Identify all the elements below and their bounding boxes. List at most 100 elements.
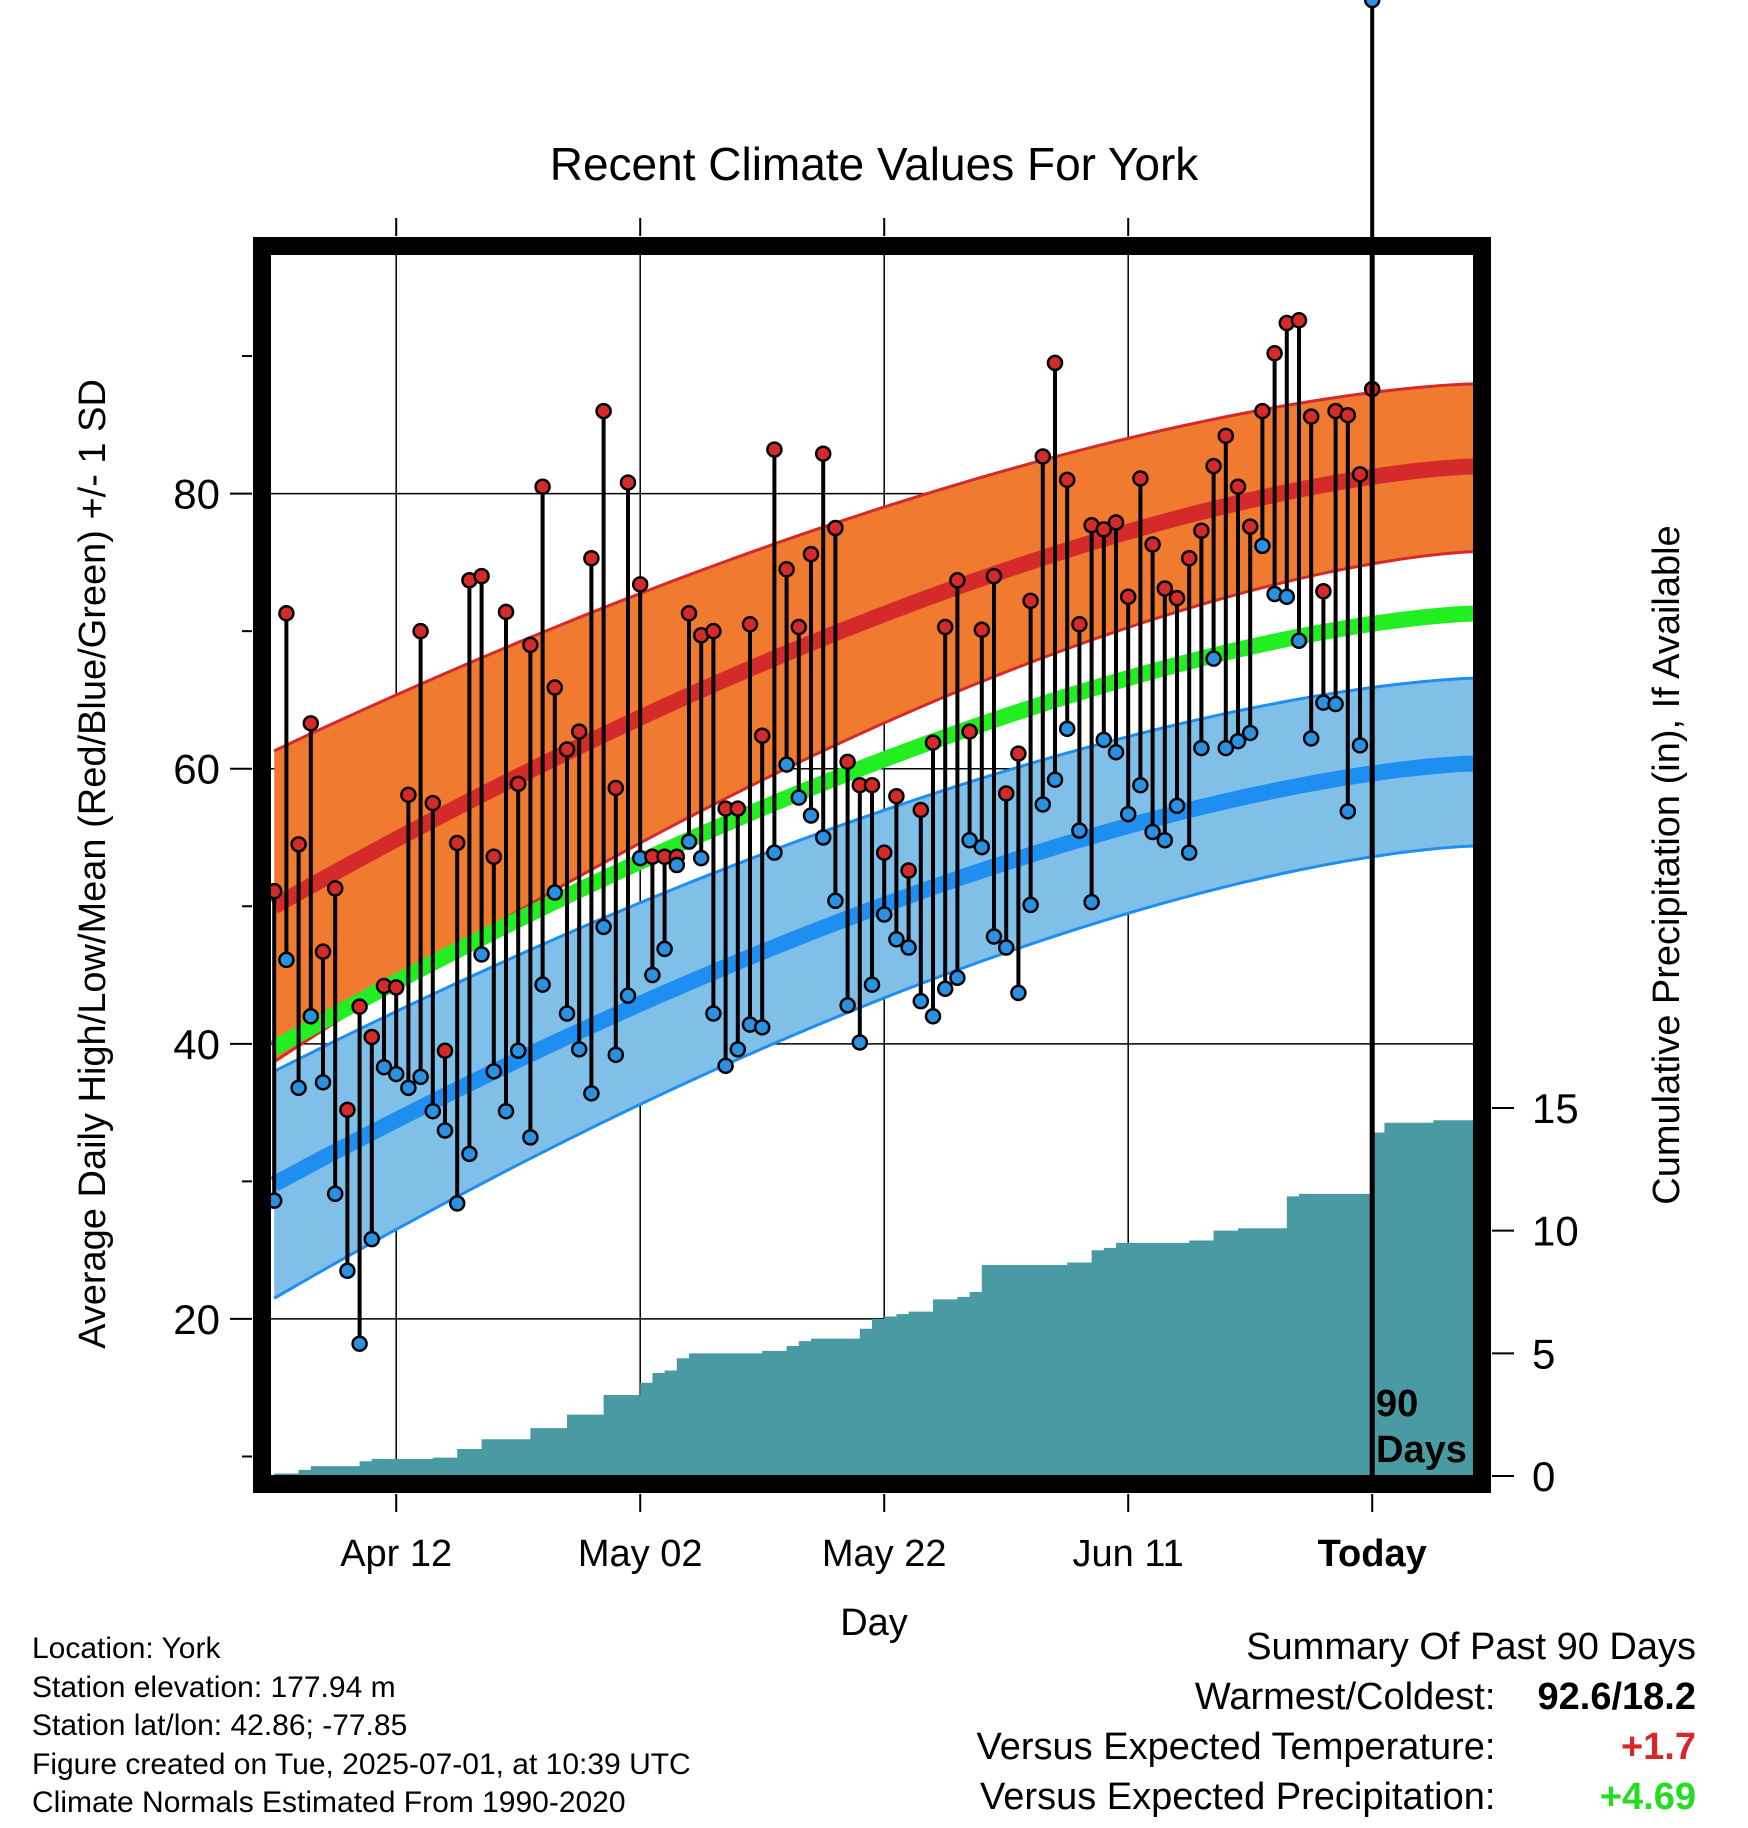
- temp-label: Versus Expected Temperature:: [976, 1726, 1496, 1768]
- daily-high-dot: [1132, 470, 1149, 487]
- daily-high-dot: [387, 979, 405, 996]
- daily-high-dot: [619, 474, 637, 491]
- daily-high-dot: [1302, 408, 1320, 425]
- daily-low-dot: [619, 987, 637, 1004]
- daily-low-dot: [1034, 796, 1052, 813]
- daily-low-dot: [1058, 720, 1076, 738]
- daily-high-dot: [1205, 457, 1222, 475]
- low-sd-lower-line: [273, 844, 1482, 1300]
- daily-high-dot: [314, 943, 332, 960]
- daily-high-dot: [607, 779, 625, 797]
- daily-low-dot: [985, 928, 1003, 945]
- daily-low-dot: [326, 1185, 344, 1203]
- daily-high-dot: [985, 567, 1003, 585]
- daily-high-dot: [790, 618, 808, 636]
- daily-low-dot: [375, 1058, 393, 1076]
- daily-high-dot: [1217, 427, 1235, 445]
- warm-cold-row: Warmest/Coldest: 92.6/18.2: [977, 1672, 1696, 1722]
- daily-low-dot: [1010, 984, 1027, 1002]
- daily-low-dot: [351, 1335, 368, 1352]
- daily-low-dot: [705, 1005, 722, 1022]
- daily-low-dot: [595, 918, 612, 936]
- daily-low-dot: [1168, 797, 1186, 815]
- y-tick-label-right: 10: [1532, 1208, 1579, 1255]
- daily-high-dot: [1266, 345, 1283, 362]
- daily-high-dot: [583, 550, 600, 567]
- daily-low-dot: [753, 1019, 771, 1036]
- daily-high-dot: [339, 1101, 356, 1119]
- daily-low-dot: [1132, 776, 1149, 794]
- warmest-value: 92.6: [1537, 1676, 1612, 1718]
- daily-low-dot: [1339, 803, 1357, 820]
- daily-low-dot: [997, 939, 1015, 956]
- x-tick-label: May 22: [822, 1533, 947, 1575]
- y-tick-label-left: 20: [173, 1296, 220, 1343]
- precip-row: Versus Expected Precipitation: +4.69: [977, 1772, 1696, 1822]
- elevation-text: Station elevation: 177.94 m: [32, 1670, 396, 1704]
- daily-high-dot: [1315, 583, 1332, 600]
- station-info: Location: York Station elevation: 177.94…: [32, 1630, 691, 1823]
- daily-low-dot: [436, 1122, 454, 1139]
- daily-high-dot: [949, 572, 966, 589]
- daily-high-dot: [912, 801, 930, 819]
- daily-low-dot: [1022, 896, 1039, 914]
- daily-high-dot: [326, 880, 344, 897]
- daily-high-dot: [1095, 521, 1113, 538]
- daily-high-dot: [997, 785, 1015, 802]
- daily-low-dot: [827, 892, 844, 910]
- daily-high-dot: [412, 622, 429, 640]
- daily-low-dot: [1241, 724, 1259, 742]
- daily-low-dot: [900, 939, 917, 956]
- daily-low-dot: [717, 1057, 734, 1075]
- daily-high-dot: [766, 441, 783, 458]
- daily-high-dot: [888, 787, 905, 805]
- y-tick-label-right: 0: [1532, 1453, 1555, 1500]
- daily-low-dot: [583, 1085, 600, 1102]
- daily-low-dot: [961, 831, 978, 849]
- daily-high-dot: [522, 636, 539, 654]
- daily-high-dot: [1058, 471, 1076, 489]
- daily-low-dot: [1193, 739, 1210, 757]
- daily-high-dot: [485, 848, 503, 865]
- daily-high-dot: [497, 603, 515, 621]
- daily-high-dot: [351, 998, 368, 1015]
- precip-cumulative-area: [274, 1120, 1482, 1476]
- daily-low-dot: [339, 1262, 356, 1280]
- daily-low-dot: [278, 951, 295, 969]
- daily-high-dot: [1193, 522, 1210, 539]
- today-label-line2: Days: [1376, 1429, 1467, 1471]
- daily-low-dot: [888, 931, 905, 948]
- daily-high-dot: [1119, 588, 1137, 606]
- daily-low-dot: [778, 756, 795, 773]
- daily-high-dot: [729, 800, 747, 817]
- daily-high-dot: [1241, 518, 1259, 535]
- daily-low-dot: [1046, 771, 1064, 788]
- daily-high-dot: [827, 519, 844, 537]
- mean-normal-line: [270, 605, 1482, 1055]
- y-tick-label-right: 5: [1532, 1330, 1555, 1377]
- daily-low-dot: [1363, 0, 1381, 9]
- summary-panel: Summary Of Past 90 Days Warmest/Coldest:…: [977, 1622, 1696, 1822]
- plot-frame: [253, 237, 1491, 1493]
- daily-high-dot: [1034, 448, 1052, 465]
- y-axis-label-left: Average Daily High/Low/Mean (Red/Blue/Gr…: [72, 379, 114, 1349]
- daily-high-dot: [900, 862, 917, 879]
- daily-high-dot: [278, 605, 295, 622]
- daily-low-dot: [839, 997, 856, 1014]
- x-axis-label: Day: [840, 1602, 908, 1644]
- daily-high-dot: [509, 775, 527, 793]
- daily-low-dot: [302, 1008, 320, 1025]
- daily-low-dot: [1229, 732, 1247, 750]
- daily-low-dot: [1180, 844, 1198, 861]
- daily-low-dot: [522, 1129, 539, 1146]
- daily-high-dot: [1254, 402, 1271, 420]
- daily-high-dot: [924, 734, 942, 751]
- daily-low-dot: [656, 940, 673, 958]
- daily-high-dot: [631, 576, 649, 593]
- daily-range-stems: [272, 0, 1375, 1344]
- daily-low-dot: [875, 906, 893, 923]
- daily-low-dot: [1083, 893, 1100, 911]
- daily-high-dot: [1144, 536, 1161, 553]
- daily-low-dot: [314, 1074, 332, 1091]
- daily-low-dot: [509, 1042, 527, 1059]
